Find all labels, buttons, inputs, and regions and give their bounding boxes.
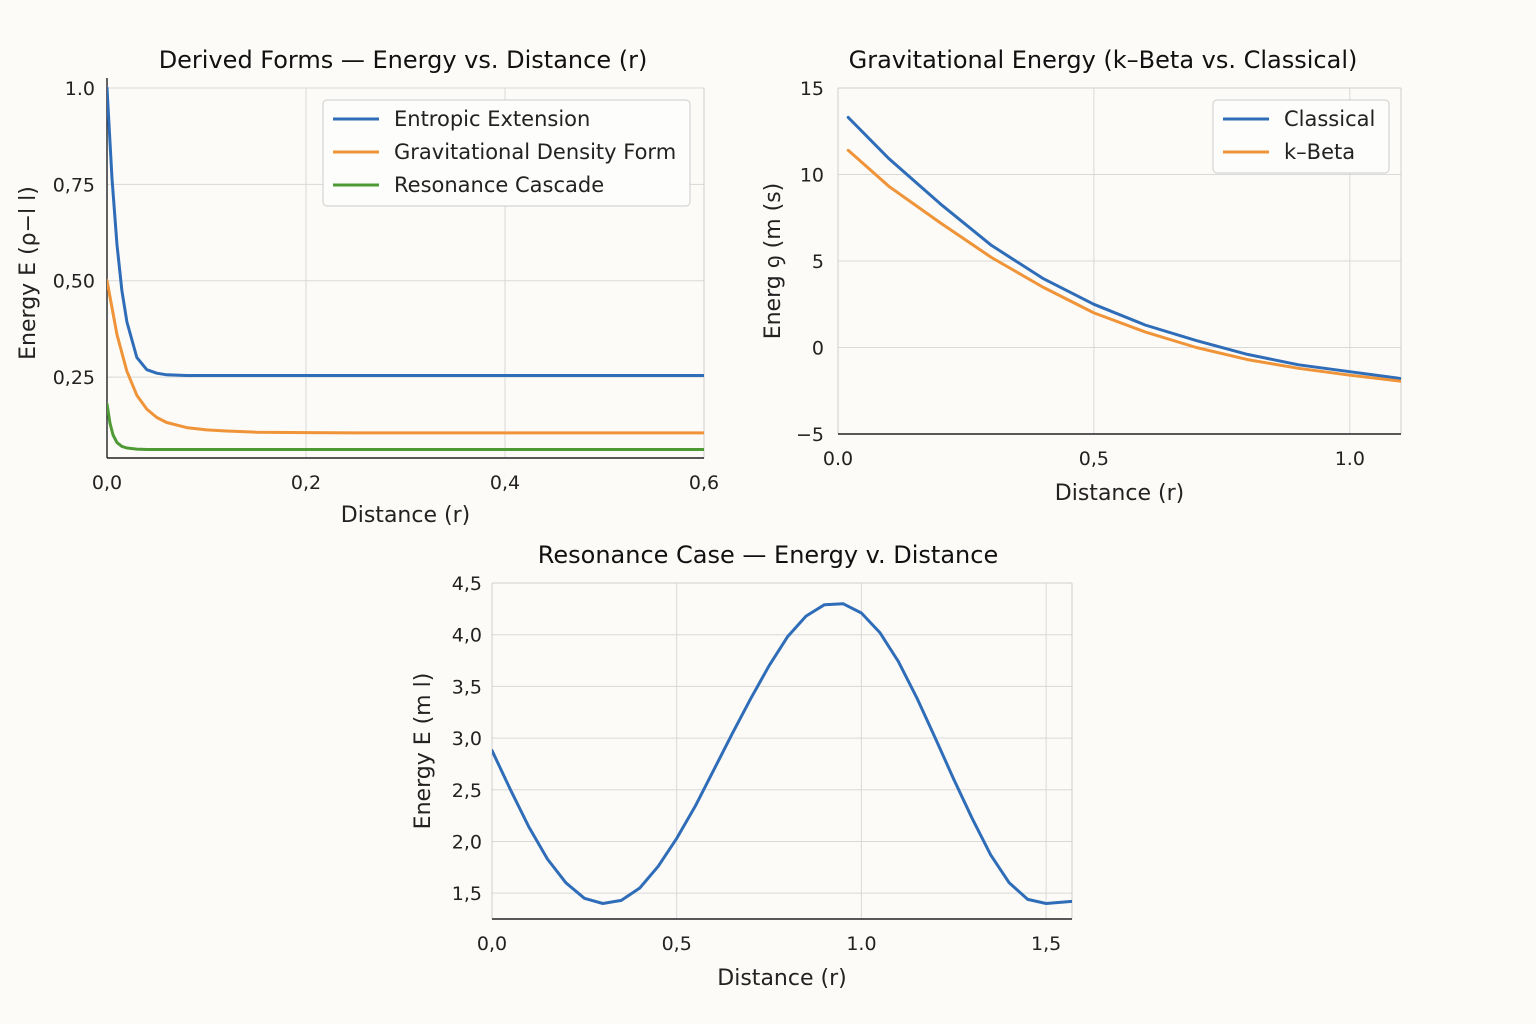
y-tick-label: 2,5 xyxy=(452,780,482,802)
y-tick-label: 5 xyxy=(812,251,824,273)
y-tick-label: 1.0 xyxy=(65,78,95,100)
x-tick-label: 0,0 xyxy=(477,933,507,955)
y-tick-label: 15 xyxy=(800,78,824,100)
x-tick-label: 0,0 xyxy=(92,472,122,494)
chart-panel-2: Classical k–Beta xyxy=(837,87,1402,435)
y-tick-label: 4,5 xyxy=(452,573,482,595)
y-tick-label: 0,50 xyxy=(53,271,95,293)
y-axis-label: Energy E (m l) xyxy=(411,673,436,830)
y-tick-label: 0,25 xyxy=(53,367,95,389)
y-tick-label: 3,5 xyxy=(452,676,482,698)
x-axis-label: Distance (r) xyxy=(1055,481,1184,506)
chart-title: Gravitational Energy (k–Beta vs. Classic… xyxy=(849,46,1358,74)
y-tick-label: 4,0 xyxy=(452,625,482,647)
y-tick-label: 0,75 xyxy=(53,174,95,196)
legend-label: k–Beta xyxy=(1284,140,1355,164)
legend-label: Entropic Extension xyxy=(394,107,590,131)
x-axis-label: Distance (r) xyxy=(717,966,846,991)
y-tick-label: 1,5 xyxy=(452,883,482,905)
chart-panel-3 xyxy=(491,582,1073,920)
x-tick-label: 0,4 xyxy=(490,472,520,494)
chart-panel-1: Entropic Extension Gravitational Density … xyxy=(106,78,705,459)
series-line-1 xyxy=(107,86,704,377)
y-tick-label: 10 xyxy=(800,165,824,187)
series-line-2 xyxy=(846,148,1401,383)
x-tick-label: 1,5 xyxy=(1031,933,1061,955)
x-axis-label: Distance (r) xyxy=(341,503,470,528)
x-tick-label: 1.0 xyxy=(846,933,876,955)
chart-title: Resonance Case — Energy v. Distance xyxy=(538,541,998,569)
x-tick-label: 0.0 xyxy=(823,448,853,470)
x-tick-label: 0,2 xyxy=(291,472,321,494)
y-tick-label: 3,0 xyxy=(452,728,482,750)
series-line-1 xyxy=(492,602,1072,905)
legend-box xyxy=(322,99,691,207)
legend-label: Resonance Cascade xyxy=(394,173,604,197)
legend-label: Classical xyxy=(1284,107,1375,131)
y-axis-label: Energy E (ρ−l l) xyxy=(16,186,41,360)
series-line-3 xyxy=(107,402,704,451)
x-tick-label: 0,5 xyxy=(662,933,692,955)
y-tick-label: −5 xyxy=(796,424,824,446)
series-line-2 xyxy=(107,279,704,435)
legend-label: Gravitational Density Form xyxy=(394,140,676,164)
y-axis-label: Energ ꝯ (m (s) xyxy=(761,183,786,340)
x-tick-label: 0,6 xyxy=(689,472,719,494)
y-tick-label: 0 xyxy=(812,338,824,360)
chart-title: Derived Forms — Energy vs. Distance (r) xyxy=(159,46,648,74)
legend: Entropic Extension Gravitational Density … xyxy=(322,99,691,207)
legend: Classical k–Beta xyxy=(1212,99,1390,174)
x-tick-label: 1.0 xyxy=(1335,448,1365,470)
series-line-1 xyxy=(846,115,1401,381)
x-tick-label: 0,5 xyxy=(1079,448,1109,470)
y-tick-label: 2,0 xyxy=(452,831,482,853)
